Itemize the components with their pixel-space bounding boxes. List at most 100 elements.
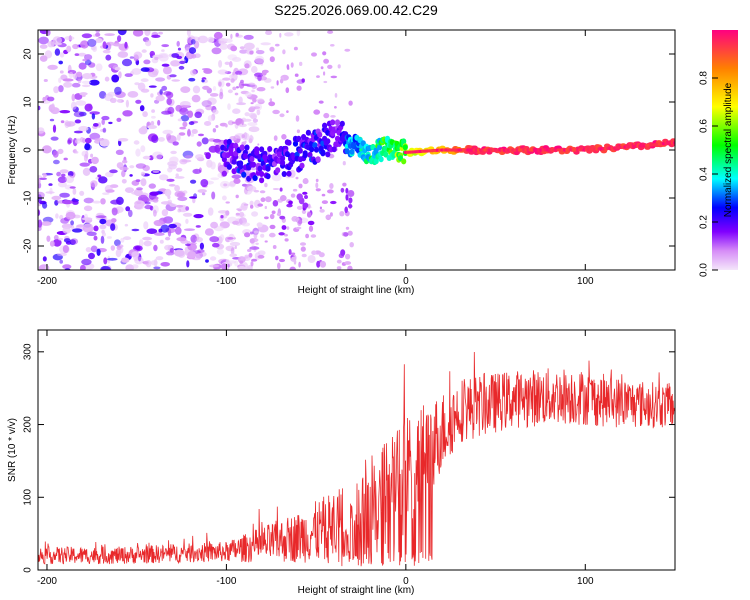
noise-blob (71, 82, 81, 88)
noise-blob (153, 258, 158, 267)
noise-blob (250, 204, 254, 209)
noise-blob (109, 169, 118, 174)
y-tick-label: 100 (23, 488, 34, 505)
signal-cell (242, 153, 248, 160)
noise-blob (345, 194, 349, 201)
noise-blob (172, 141, 179, 146)
noise-blob (260, 233, 265, 238)
noise-blob (225, 82, 231, 87)
noise-blob (238, 96, 243, 105)
noise-blob (339, 211, 345, 217)
noise-blob (82, 167, 91, 176)
noise-blob (189, 196, 197, 199)
noise-blob (269, 98, 273, 102)
noise-blob (39, 55, 48, 62)
colorbar-ticks: 0.0 0.2 0.4 0.6 0.8 (699, 71, 718, 277)
noise-blob (144, 201, 151, 205)
noise-blob (140, 67, 150, 72)
signal-cell (312, 142, 318, 149)
signal-cell (241, 171, 247, 178)
noise-blob (158, 52, 169, 59)
noise-blob (230, 45, 238, 52)
signal-cell (221, 156, 227, 163)
noise-blob (185, 206, 190, 211)
noise-blob (337, 64, 341, 69)
noise-blob (61, 173, 66, 177)
noise-blob (134, 256, 144, 265)
noise-blob (39, 44, 48, 49)
signal-cell (302, 150, 308, 157)
signal-cell (257, 165, 263, 172)
noise-blob (150, 93, 154, 98)
noise-blob (294, 73, 299, 77)
signal-cell (276, 151, 282, 158)
noise-blob (135, 204, 144, 210)
noise-blob (323, 58, 329, 64)
noise-blob (121, 170, 126, 178)
noise-blob (146, 228, 158, 234)
noise-blob (89, 132, 101, 140)
noise-blob (181, 159, 192, 163)
noise-blob (227, 120, 234, 126)
noise-blob (42, 145, 52, 154)
signal-cell (339, 120, 345, 127)
noise-blob (217, 162, 222, 171)
noise-blob (193, 214, 204, 219)
noise-blob (148, 183, 156, 189)
signal-cell (334, 119, 341, 126)
noise-blob (311, 52, 317, 57)
noise-blob (154, 232, 165, 236)
noise-blob (127, 91, 139, 98)
tone-cell (672, 141, 675, 145)
noise-blob (313, 109, 321, 115)
noise-blob (57, 148, 64, 155)
noise-blob (329, 212, 333, 217)
noise-blob (72, 200, 79, 205)
noise-blob (38, 191, 45, 199)
noise-blob (264, 205, 267, 210)
noise-blob (285, 87, 290, 94)
noise-blob (140, 178, 147, 187)
signal-cell (280, 159, 286, 166)
noise-blob (300, 246, 306, 252)
noise-blob (175, 173, 179, 178)
noise-blob (292, 188, 298, 192)
y-tick-label: 0 (23, 567, 34, 573)
noise-blob (100, 235, 105, 244)
noise-blob (65, 211, 76, 220)
noise-blob (291, 256, 296, 261)
noise-blob (239, 211, 245, 218)
noise-blob (74, 53, 80, 56)
noise-blob (95, 215, 107, 219)
colorbar-tick-label: 0.6 (699, 119, 710, 133)
noise-blob (59, 259, 63, 264)
noise-blob (229, 74, 238, 80)
noise-blob (253, 106, 261, 109)
noise-blob (179, 126, 187, 130)
noise-blob (319, 206, 322, 210)
noise-blob (133, 188, 143, 197)
noise-blob (46, 235, 51, 242)
noise-blob (150, 120, 155, 126)
noise-blob (141, 49, 147, 53)
noise-blob (316, 260, 321, 268)
noise-blob (323, 71, 326, 76)
noise-blob (323, 80, 328, 84)
noise-blob (236, 102, 247, 106)
noise-blob (74, 139, 81, 144)
noise-blob (152, 170, 160, 173)
noise-blob (190, 234, 197, 243)
noise-blob (53, 86, 59, 94)
noise-blob (57, 176, 67, 183)
noise-blob (42, 96, 46, 102)
noise-blob (151, 115, 156, 119)
noise-blob (321, 200, 328, 205)
noise-blob (84, 143, 91, 151)
noise-blob (165, 236, 171, 241)
noise-blob (319, 209, 325, 213)
noise-blob (270, 86, 275, 89)
noise-blob (58, 60, 63, 65)
noise-blob (278, 258, 286, 263)
noise-blob (118, 138, 129, 142)
noise-blob (243, 203, 249, 206)
